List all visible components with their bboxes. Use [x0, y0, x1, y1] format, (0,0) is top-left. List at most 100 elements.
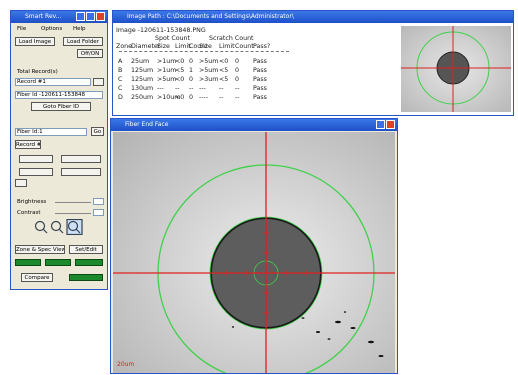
table-cell: 1: [189, 67, 194, 74]
table-cell: ---: [157, 85, 164, 92]
close[interactable]: [96, 12, 105, 21]
green-button[interactable]: [15, 259, 41, 266]
separator: [119, 51, 289, 52]
table-cell: <5: [219, 67, 229, 74]
label: Contrast: [17, 210, 41, 216]
button[interactable]: Load Folder: [63, 37, 103, 46]
table-cell: <0: [175, 76, 185, 83]
button[interactable]: Load Image: [15, 37, 55, 46]
table-cell: 125um: [131, 76, 154, 83]
table-cell: --: [219, 85, 224, 92]
table-cell: Pass: [253, 85, 267, 92]
window-title: Image Path : C:\Documents and Settings\A…: [127, 13, 294, 20]
window-title: Fiber End Face: [125, 121, 169, 128]
table-cell: D: [118, 94, 123, 101]
table-cell: >3um: [199, 76, 219, 83]
button[interactable]: [61, 168, 101, 176]
table-cell: >1um: [157, 67, 177, 74]
input[interactable]: Fiber Id:1: [15, 128, 87, 136]
table-cell: 250um: [131, 94, 154, 101]
close[interactable]: [386, 120, 395, 129]
table-cell: --: [235, 94, 240, 101]
button[interactable]: Compare: [21, 273, 53, 282]
button[interactable]: [15, 179, 27, 187]
table-cell: Pass?: [253, 43, 271, 50]
table-cell: Size: [157, 43, 170, 50]
table-cell: 0: [235, 58, 240, 65]
green-button[interactable]: [69, 274, 103, 281]
table-cell: <0: [219, 58, 229, 65]
table-cell: 25um: [131, 58, 150, 65]
table-cell: 0: [189, 76, 194, 83]
table-cell: >5um: [157, 76, 177, 83]
table-cell: >1um: [157, 58, 177, 65]
table-cell: >5um: [199, 67, 219, 74]
table-cell: Count: [189, 43, 208, 50]
table-cell: C: [118, 76, 123, 83]
green-button[interactable]: [45, 259, 71, 266]
table-cell: <5: [219, 76, 229, 83]
green-button[interactable]: [75, 259, 103, 266]
table-cell: >10um: [157, 94, 181, 101]
button[interactable]: [19, 155, 53, 163]
input[interactable]: Record #1: [15, 78, 91, 86]
table-cell: <0: [175, 58, 185, 65]
table-cell: Pass: [253, 94, 267, 101]
table-cell: B: [118, 67, 123, 74]
input[interactable]: [93, 198, 104, 205]
input[interactable]: Fiber Id -120611-153848: [15, 91, 103, 99]
maximize[interactable]: [376, 120, 385, 129]
table-cell: --: [189, 85, 194, 92]
window-title: Smart Rev...: [25, 13, 62, 20]
button[interactable]: Go: [91, 127, 104, 136]
button[interactable]: [93, 78, 104, 86]
table-cell: 0: [189, 58, 194, 65]
table-cell: Pass: [253, 58, 267, 65]
table-cell: <5: [175, 67, 185, 74]
table-cell: Zone: [116, 43, 133, 50]
table-cell: --: [219, 94, 224, 101]
thumbnail: [401, 26, 511, 112]
title-bar: Fiber End Face: [111, 119, 397, 131]
title-bar: Smart Rev...: [11, 11, 107, 23]
input[interactable]: [93, 209, 104, 216]
control-window: Smart Rev... File Options Help Load Imag…: [10, 10, 108, 290]
title-bar: Image Path : C:\Documents and Settings\A…: [113, 11, 513, 23]
table-cell: 130um: [131, 85, 154, 92]
group-header: Spot Count: [155, 35, 191, 42]
button[interactable]: [19, 168, 53, 176]
table-cell: >5um: [199, 58, 219, 65]
label: Brightness: [17, 199, 47, 205]
table-cell: A: [118, 58, 123, 65]
menu-item[interactable]: Options: [41, 26, 63, 32]
table-cell: Pass: [253, 76, 267, 83]
maximize[interactable]: [86, 12, 95, 21]
report-window: Image Path : C:\Documents and Settings\A…: [112, 10, 514, 116]
table-cell: Size: [199, 43, 212, 50]
slider[interactable]: [55, 202, 91, 203]
table-cell: Diameter: [131, 43, 161, 50]
fiber-image: 20um: [113, 132, 395, 373]
table-cell: --: [235, 85, 240, 92]
table-cell: 0: [189, 94, 194, 101]
table-cell: ---: [199, 85, 206, 92]
table-cell: Count: [235, 43, 254, 50]
button[interactable]: Zone & Spec View: [15, 245, 65, 254]
button[interactable]: Record #: [15, 140, 41, 149]
zoom-icons[interactable]: [33, 219, 85, 235]
button[interactable]: Set/Edit: [69, 245, 103, 254]
menu-item[interactable]: Help: [73, 26, 86, 32]
table-cell: Limit: [219, 43, 235, 50]
button[interactable]: [61, 155, 101, 163]
button[interactable]: Off/ON: [77, 49, 103, 58]
table-cell: C: [118, 85, 123, 92]
table-cell: Pass: [253, 67, 267, 74]
table-cell: 0: [235, 67, 240, 74]
button[interactable]: Goto Fiber ID: [31, 102, 91, 111]
menu-item[interactable]: File: [17, 26, 27, 32]
minimize[interactable]: [76, 12, 85, 21]
slider[interactable]: [55, 213, 91, 214]
table-cell: 0: [235, 76, 240, 83]
group-header: Scratch Count: [209, 35, 254, 42]
